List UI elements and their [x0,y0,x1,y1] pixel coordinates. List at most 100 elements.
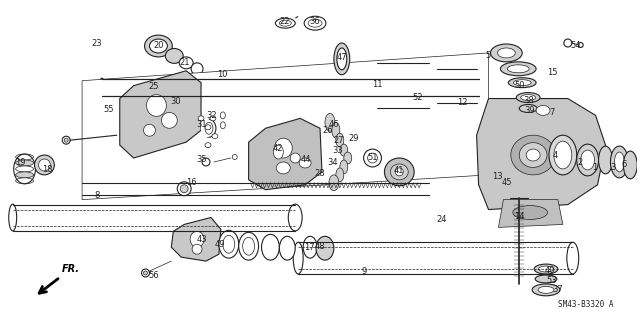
Ellipse shape [202,119,216,137]
Ellipse shape [15,160,33,166]
Ellipse shape [513,205,547,219]
Ellipse shape [147,94,166,116]
Text: 49: 49 [214,240,225,249]
Ellipse shape [344,152,352,164]
Text: 12: 12 [458,98,468,107]
Text: 25: 25 [148,82,159,91]
Text: 34: 34 [328,159,338,167]
Ellipse shape [192,244,202,254]
Ellipse shape [385,158,414,186]
Ellipse shape [262,234,279,260]
Ellipse shape [232,154,237,160]
Text: 47: 47 [337,53,347,63]
Ellipse shape [340,160,348,174]
Text: 44: 44 [301,155,312,165]
Text: 42: 42 [273,144,284,152]
Ellipse shape [143,124,156,136]
Ellipse shape [299,158,311,168]
Ellipse shape [336,168,344,182]
Text: 53: 53 [547,277,557,286]
Ellipse shape [598,146,612,174]
Ellipse shape [150,39,167,53]
Ellipse shape [202,158,210,166]
Text: FR.: FR. [62,264,80,274]
Text: 41: 41 [394,167,404,175]
Ellipse shape [15,154,33,160]
Ellipse shape [179,57,193,69]
Ellipse shape [38,159,51,171]
Ellipse shape [190,231,204,247]
Ellipse shape [340,144,348,156]
Ellipse shape [325,114,335,131]
Ellipse shape [210,116,216,121]
Polygon shape [120,71,201,158]
Text: 38: 38 [524,96,534,105]
Ellipse shape [580,150,595,170]
Ellipse shape [554,141,572,169]
Text: 13: 13 [492,172,503,181]
Ellipse shape [516,93,540,102]
Ellipse shape [521,94,536,100]
Text: 23: 23 [92,39,102,48]
Ellipse shape [396,168,403,176]
Text: 21: 21 [179,58,189,67]
Ellipse shape [212,134,218,139]
Ellipse shape [143,271,147,275]
Ellipse shape [9,204,17,231]
Ellipse shape [273,145,284,159]
Ellipse shape [329,175,339,191]
Ellipse shape [539,266,554,272]
Ellipse shape [205,125,211,130]
Ellipse shape [424,63,434,108]
Ellipse shape [303,236,317,258]
Ellipse shape [220,112,225,119]
Text: 16: 16 [186,178,196,187]
Ellipse shape [367,153,378,163]
Text: 55: 55 [104,105,114,114]
Text: 48: 48 [315,242,325,251]
Ellipse shape [177,182,191,196]
Ellipse shape [332,122,340,138]
Ellipse shape [141,269,150,277]
Ellipse shape [611,146,628,178]
Text: 9: 9 [362,266,367,276]
Ellipse shape [534,264,558,274]
Polygon shape [248,118,322,190]
Ellipse shape [293,242,303,274]
Ellipse shape [239,232,259,260]
Text: 14: 14 [514,212,525,221]
Text: 35: 35 [196,155,207,165]
Ellipse shape [519,143,547,167]
Text: SM43-B3320 A: SM43-B3320 A [558,300,613,309]
Ellipse shape [567,242,579,274]
Ellipse shape [337,48,347,70]
Ellipse shape [490,44,522,62]
Text: 2: 2 [577,159,582,167]
Ellipse shape [536,106,550,115]
Text: 18: 18 [42,166,52,174]
Text: 28: 28 [315,169,325,178]
Text: 51: 51 [367,152,378,161]
Text: 40: 40 [545,265,556,275]
Text: 50: 50 [514,81,525,90]
Text: 3: 3 [611,163,616,173]
Ellipse shape [275,138,292,158]
Text: 36: 36 [310,17,321,26]
Ellipse shape [64,138,68,142]
Bar [201,119,209,137]
Text: 10: 10 [216,70,227,79]
Text: 29: 29 [348,134,359,143]
Polygon shape [172,218,221,261]
Polygon shape [499,200,563,227]
Text: 5: 5 [485,51,490,60]
Ellipse shape [180,185,188,193]
Ellipse shape [577,144,598,176]
Text: 15: 15 [547,68,557,77]
Text: 45: 45 [502,178,513,187]
Text: 17: 17 [304,243,314,252]
Text: 24: 24 [436,215,447,224]
Text: 7: 7 [549,108,555,117]
Text: 8: 8 [94,191,100,200]
Ellipse shape [15,172,33,178]
Ellipse shape [165,48,183,63]
